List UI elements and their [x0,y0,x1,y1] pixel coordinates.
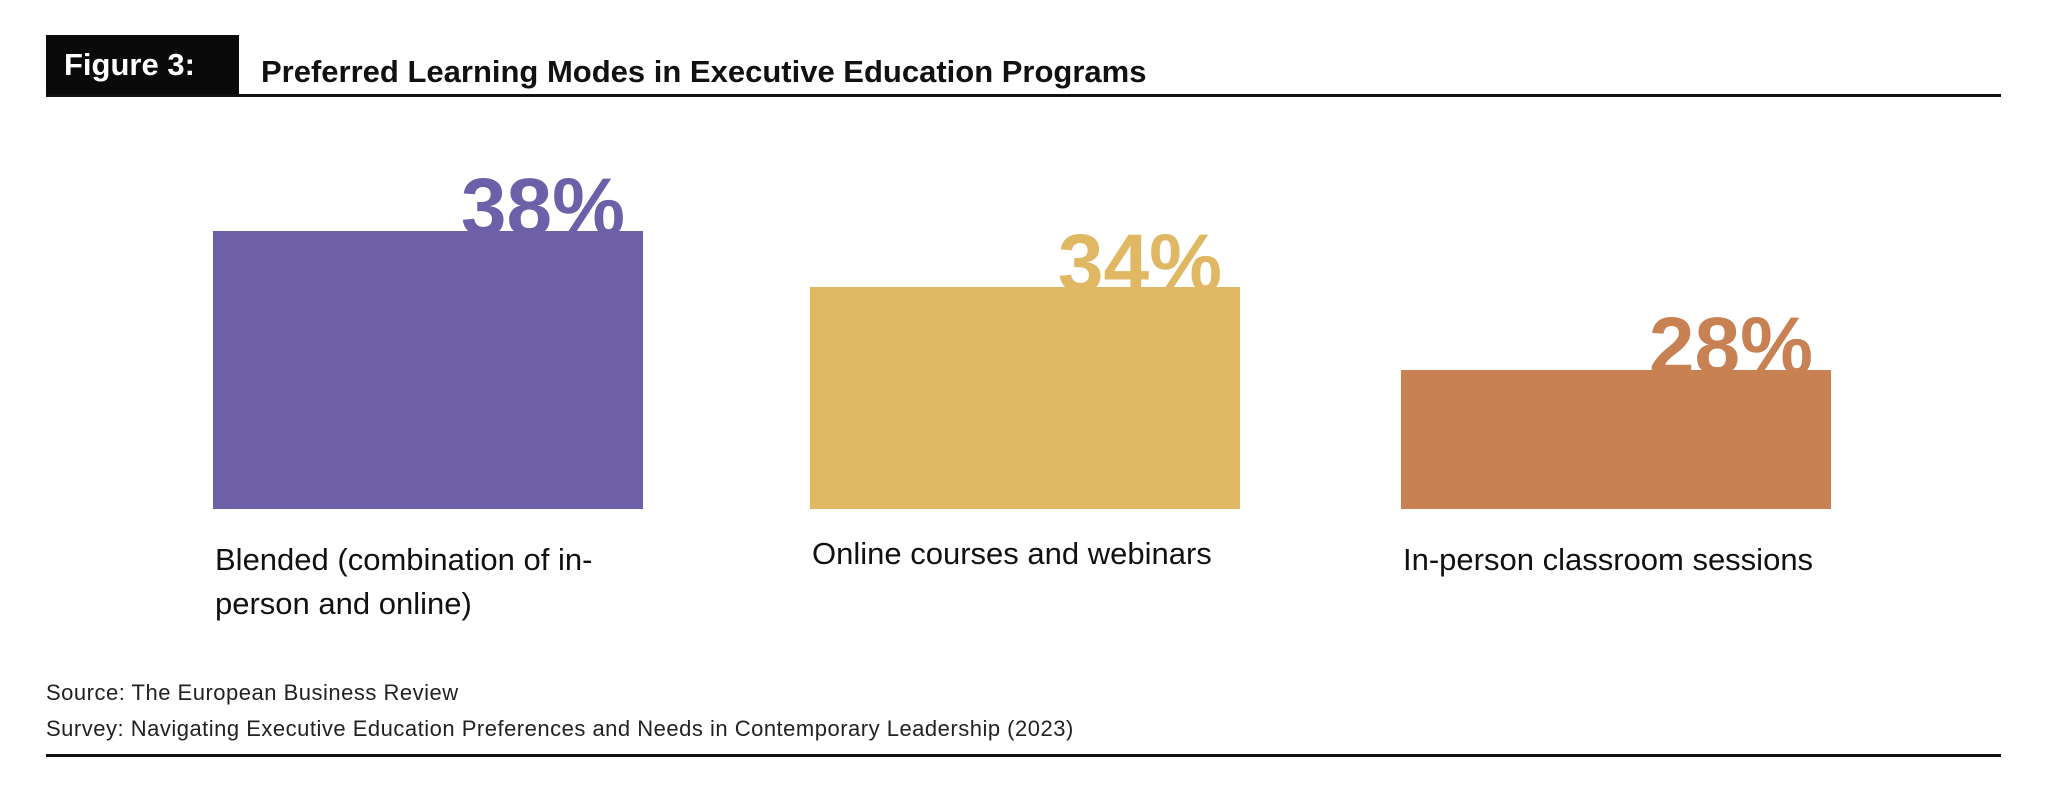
figure-tag: Figure 3: [46,35,239,97]
category-label: Blended (combination of in-person and on… [215,542,593,621]
bottom-divider [46,754,2001,757]
bar [213,231,643,509]
survey-note: Survey: Navigating Executive Education P… [46,716,1074,741]
category-label: In-person classroom sessions [1403,542,1814,577]
title-divider [46,94,2001,97]
source-note: Source: The European Business Review [46,680,459,705]
bar [1401,370,1831,509]
chart-title: Preferred Learning Modes in Executive Ed… [261,54,1147,89]
category-label: Online courses and webinars [812,536,1212,571]
bar [810,286,1240,509]
